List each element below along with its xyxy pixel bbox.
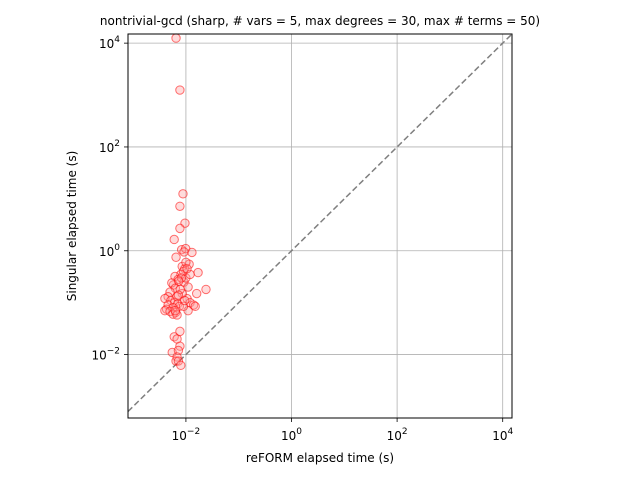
data-point-63 bbox=[176, 360, 186, 371]
grid-lines bbox=[128, 34, 512, 418]
x-tick-label-1: 100 bbox=[281, 427, 302, 443]
data-point-3 bbox=[175, 201, 185, 211]
plot-frame bbox=[127, 33, 513, 419]
data-point-0 bbox=[171, 33, 181, 43]
data-point-67 bbox=[182, 264, 192, 274]
data-point-16 bbox=[201, 284, 211, 295]
data-point-11 bbox=[171, 252, 181, 262]
data-point-53 bbox=[170, 306, 181, 316]
data-point-52 bbox=[173, 290, 184, 300]
data-point-2 bbox=[178, 189, 188, 199]
y-axis-label: Singular elapsed time (s) bbox=[65, 151, 79, 302]
data-point-44 bbox=[190, 301, 200, 312]
y-axis-ticks: 10−2 100 102 104 bbox=[91, 35, 128, 363]
data-point-10 bbox=[179, 247, 189, 257]
data-point-5 bbox=[175, 223, 185, 234]
y-tick-label-3: 104 bbox=[99, 35, 120, 51]
data-point-9 bbox=[187, 247, 197, 258]
data-point-56 bbox=[175, 326, 185, 337]
chart-title: nontrivial-gcd (sharp, # vars = 5, max d… bbox=[100, 14, 540, 28]
data-point-1 bbox=[175, 85, 185, 95]
data-point-17 bbox=[191, 288, 202, 299]
data-point-66 bbox=[185, 269, 195, 280]
x-tick-label-3: 104 bbox=[492, 427, 513, 443]
y-tick-label-2: 102 bbox=[99, 139, 120, 155]
data-point-51 bbox=[180, 295, 190, 306]
x-axis-ticks: 10−2 100 102 104 bbox=[172, 418, 513, 443]
data-point-6 bbox=[169, 234, 179, 245]
data-points bbox=[160, 33, 211, 371]
data-point-22 bbox=[167, 278, 177, 288]
data-point-69 bbox=[173, 276, 184, 286]
x-tick-label-2: 102 bbox=[387, 427, 408, 443]
y-tick-label-0: 10−2 bbox=[91, 347, 120, 363]
x-tick-label-0: 10−2 bbox=[172, 427, 201, 443]
x-axis-label: reFORM elapsed time (s) bbox=[246, 451, 394, 465]
y-tick-label-1: 100 bbox=[99, 243, 120, 259]
data-point-15 bbox=[193, 267, 203, 278]
